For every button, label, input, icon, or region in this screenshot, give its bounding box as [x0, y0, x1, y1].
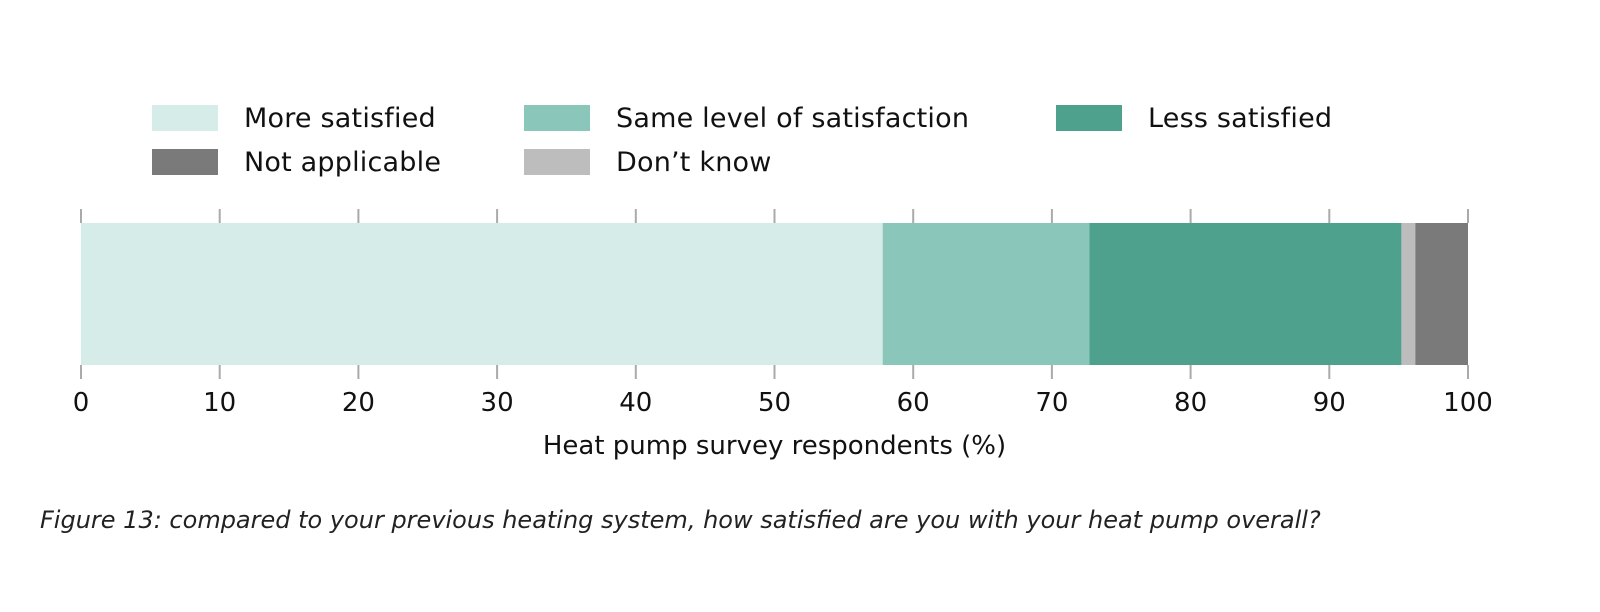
legend-item-not-applicable: Not applicable: [152, 146, 442, 178]
legend-swatch: [152, 105, 218, 131]
tick-label: 100: [1443, 388, 1493, 418]
tick-label: 70: [1035, 388, 1068, 418]
bar-segment-same-level-of-satisfaction: [882, 223, 1090, 365]
legend-item-more-satisfied: More satisfied: [152, 102, 436, 134]
tick-label: 20: [342, 388, 375, 418]
legend-item-same-level: Same level of satisfaction: [524, 102, 970, 134]
legend-label: Same level of satisfaction: [616, 102, 970, 134]
tick-label: 30: [481, 388, 514, 418]
bar-segment-more-satisfied: [81, 223, 883, 365]
tick-label: 0: [73, 388, 90, 418]
tick-label: 80: [1174, 388, 1207, 418]
tick-label: 60: [897, 388, 930, 418]
x-axis-label: Heat pump survey respondents (%): [543, 431, 1006, 461]
legend-swatch: [524, 105, 590, 131]
tick-label: 40: [619, 388, 652, 418]
legend-swatch: [524, 149, 590, 175]
legend-label: Less satisfied: [1148, 102, 1333, 134]
tick-label: 10: [203, 388, 236, 418]
figure-caption: Figure 13: compared to your previous hea…: [40, 506, 1321, 534]
tick-label: 50: [758, 388, 791, 418]
tick-label: 90: [1313, 388, 1346, 418]
bar-segment-not-applicable: [1415, 223, 1468, 365]
legend-item-less-satisfied: Less satisfied: [1056, 102, 1333, 134]
bar-segment-don-t-know: [1401, 223, 1416, 365]
legend-label: Don’t know: [616, 146, 772, 178]
legend-item-dont-know: Don’t know: [524, 146, 772, 178]
legend-swatch: [1056, 105, 1122, 131]
bar-segment-less-satisfied: [1089, 223, 1402, 365]
legend-label: More satisfied: [244, 102, 436, 134]
stacked-bar-chart: 0 10 20 30 40 50 60 70 80 90 100 Heat pump survey r…: [73, 209, 1493, 461]
legend-swatch: [152, 149, 218, 175]
legend-label: Not applicable: [244, 146, 442, 178]
